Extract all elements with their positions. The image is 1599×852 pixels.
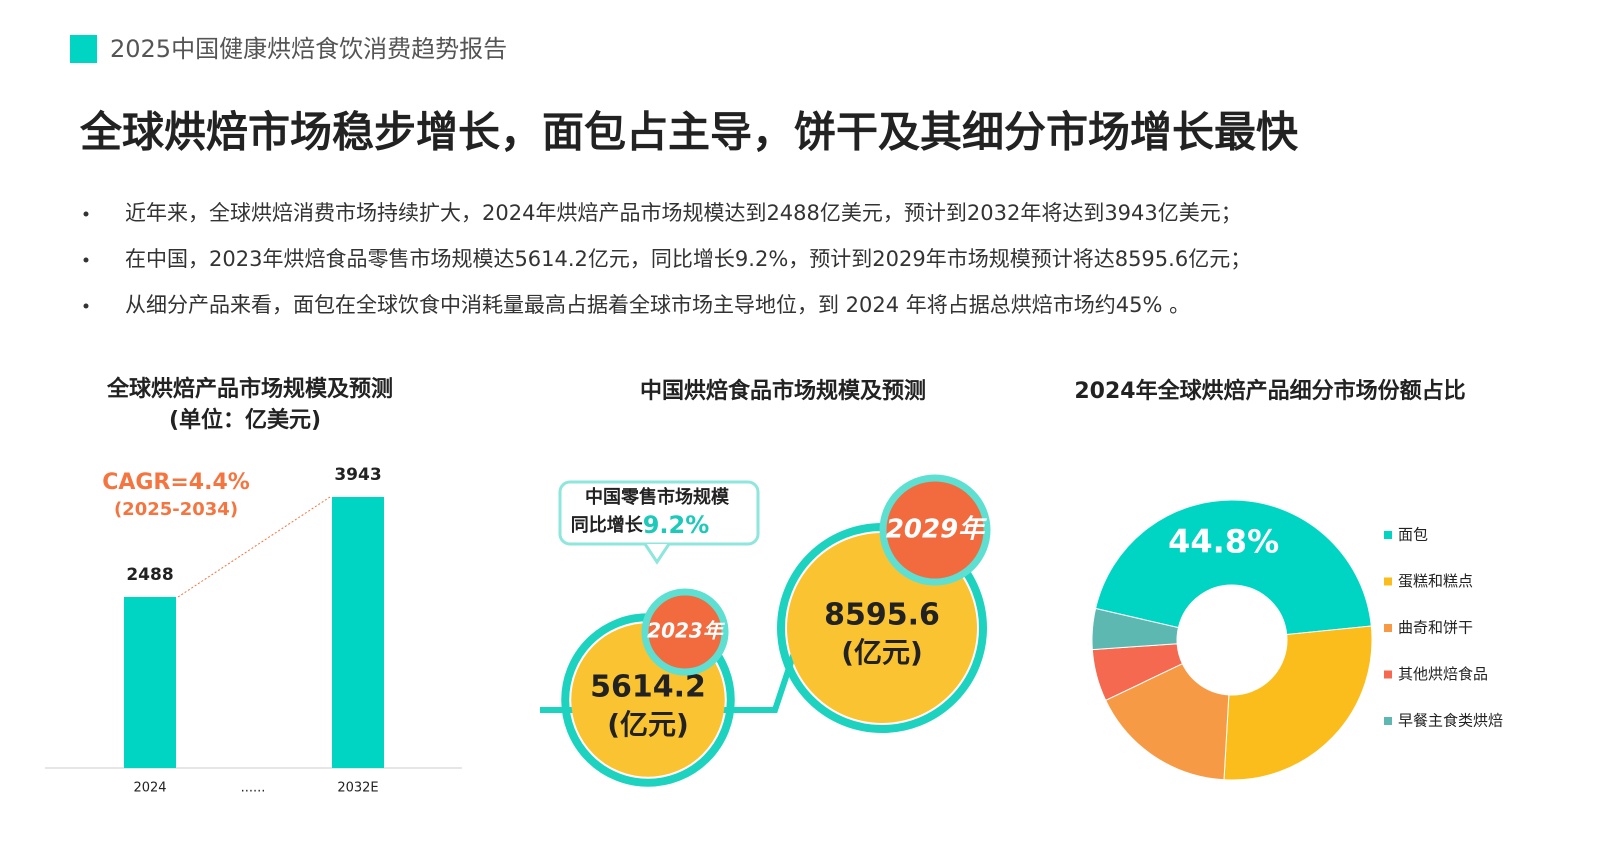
value-label: 3943 [334, 465, 381, 485]
legend-label: 早餐主食类烘焙 [1398, 712, 1503, 730]
year-label: 2023年 [647, 619, 726, 643]
donut-slice [1104, 663, 1230, 781]
bar [332, 497, 384, 768]
chart-title: 中国烘焙食品市场规模及预测 [640, 378, 926, 404]
x-tick-label: 2024 [133, 781, 166, 796]
bubble-unit: (亿元) [841, 636, 923, 669]
header-marker [70, 35, 97, 63]
headline: 全球烘焙市场稳步增长，面包占主导，饼干及其细分市场增长最快 [79, 108, 1299, 157]
annotation-sub: (2025-2034) [114, 499, 238, 520]
bullet-text: 在中国，2023年烘焙食品零售市场规模达5614.2亿元，同比增长9.2%，预计… [125, 247, 1251, 271]
callout-value: 9.2% [643, 511, 710, 539]
year-badge [641, 588, 729, 676]
donut-slice [1091, 607, 1180, 651]
annotation: CAGR=4.4% [102, 470, 250, 495]
legend-label: 曲奇和饼干 [1398, 619, 1473, 637]
slice-label: 44.8% [1168, 522, 1279, 560]
bar [124, 597, 176, 768]
header-title: 2025中国健康烘焙食饮消费趋势报告 [110, 35, 507, 63]
bullet-dot [83, 257, 89, 263]
callout-text: 中国零售市场规模 [585, 486, 730, 508]
chart-subtitle: (单位：亿美元) [169, 407, 321, 433]
x-tick-label: ...... [241, 781, 266, 796]
legend-swatch [1384, 531, 1392, 539]
x-tick-label: 2032E [337, 781, 378, 796]
year-label: 2029年 [886, 515, 987, 545]
value-label: 2488 [126, 565, 173, 585]
bubble-unit: (亿元) [607, 708, 689, 741]
legend-label: 其他烘焙食品 [1398, 665, 1488, 683]
bubble-value: 8595.6 [824, 598, 940, 633]
chart-title: 2024年全球烘焙产品细分市场份额占比 [1074, 378, 1465, 404]
callout-text: 同比增长9.2% [571, 511, 710, 539]
bullet-dot [83, 211, 89, 217]
callout-pointer [643, 543, 671, 565]
legend-label: 蛋糕和糕点 [1398, 572, 1473, 590]
legend-swatch [1384, 624, 1392, 632]
year-badge [879, 474, 991, 586]
callout-label: 同比增长 [571, 514, 644, 536]
chart-title: 全球烘焙产品市场规模及预测 [106, 376, 393, 402]
donut-slice [1223, 625, 1373, 781]
bullet-text: 近年来，全球烘焙消费市场持续扩大，2024年烘焙产品市场规模达到2488亿美元，… [125, 201, 1242, 225]
legend-swatch [1384, 670, 1392, 679]
legend-label: 面包 [1398, 526, 1428, 544]
bullet-text: 从细分产品来看，面包在全球饮食中消耗量最高占据着全球市场主导地位，到 2024 … [125, 293, 1190, 317]
bullet-dot [83, 303, 89, 309]
legend-swatch [1384, 577, 1392, 586]
donut-slice [1094, 499, 1372, 636]
legend-swatch [1384, 717, 1392, 725]
